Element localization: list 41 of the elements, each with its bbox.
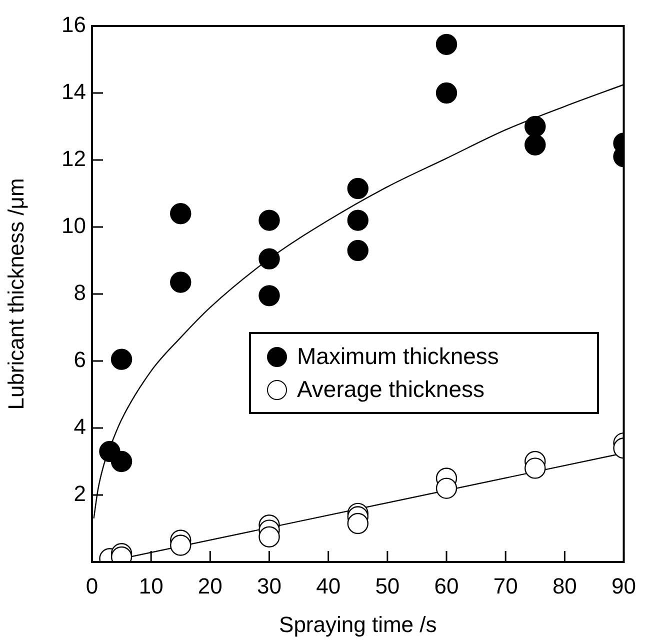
point bbox=[347, 512, 368, 534]
point bbox=[524, 458, 546, 479]
point bbox=[436, 34, 458, 56]
point bbox=[170, 203, 192, 224]
point bbox=[347, 178, 368, 200]
x-tick-label: 30 bbox=[257, 573, 282, 598]
y-tick-label: 4 bbox=[74, 414, 86, 440]
y-tick-label: 8 bbox=[74, 280, 86, 306]
x-tick-label: 80 bbox=[552, 573, 577, 598]
x-tick-label: 60 bbox=[434, 573, 459, 598]
y-tick-label: 10 bbox=[62, 213, 86, 238]
point bbox=[436, 478, 458, 499]
point bbox=[347, 240, 368, 262]
point bbox=[258, 248, 280, 270]
y-tick-label: 16 bbox=[62, 12, 86, 38]
x-tick-label: 50 bbox=[375, 573, 400, 598]
point bbox=[524, 116, 546, 138]
point bbox=[110, 348, 132, 370]
point bbox=[347, 210, 368, 231]
x-tick-label: 20 bbox=[198, 573, 222, 598]
x-axis-title: Spraying time /s bbox=[279, 612, 437, 637]
x-tick-label: 0 bbox=[86, 573, 98, 598]
point bbox=[258, 285, 280, 306]
y-axis-title: Lubricant thickness /μm bbox=[3, 178, 28, 410]
x-tick-label: 70 bbox=[493, 573, 518, 598]
y-tick-label: 2 bbox=[74, 481, 86, 506]
y-tick-label: 6 bbox=[74, 347, 86, 372]
point bbox=[170, 272, 192, 293]
legend-label: Average thickness bbox=[297, 375, 485, 404]
x-tick-label: 40 bbox=[316, 573, 341, 598]
point bbox=[258, 210, 280, 231]
x-tick-label: 90 bbox=[612, 573, 636, 598]
point bbox=[524, 134, 546, 156]
legend-label: Maximum thickness bbox=[297, 342, 499, 371]
x-tick-label: 10 bbox=[138, 573, 164, 598]
point bbox=[436, 82, 458, 104]
point bbox=[110, 450, 132, 472]
point bbox=[170, 534, 192, 556]
point bbox=[258, 526, 280, 548]
y-tick-label: 12 bbox=[62, 146, 86, 172]
y-tick-label: 14 bbox=[62, 79, 86, 104]
